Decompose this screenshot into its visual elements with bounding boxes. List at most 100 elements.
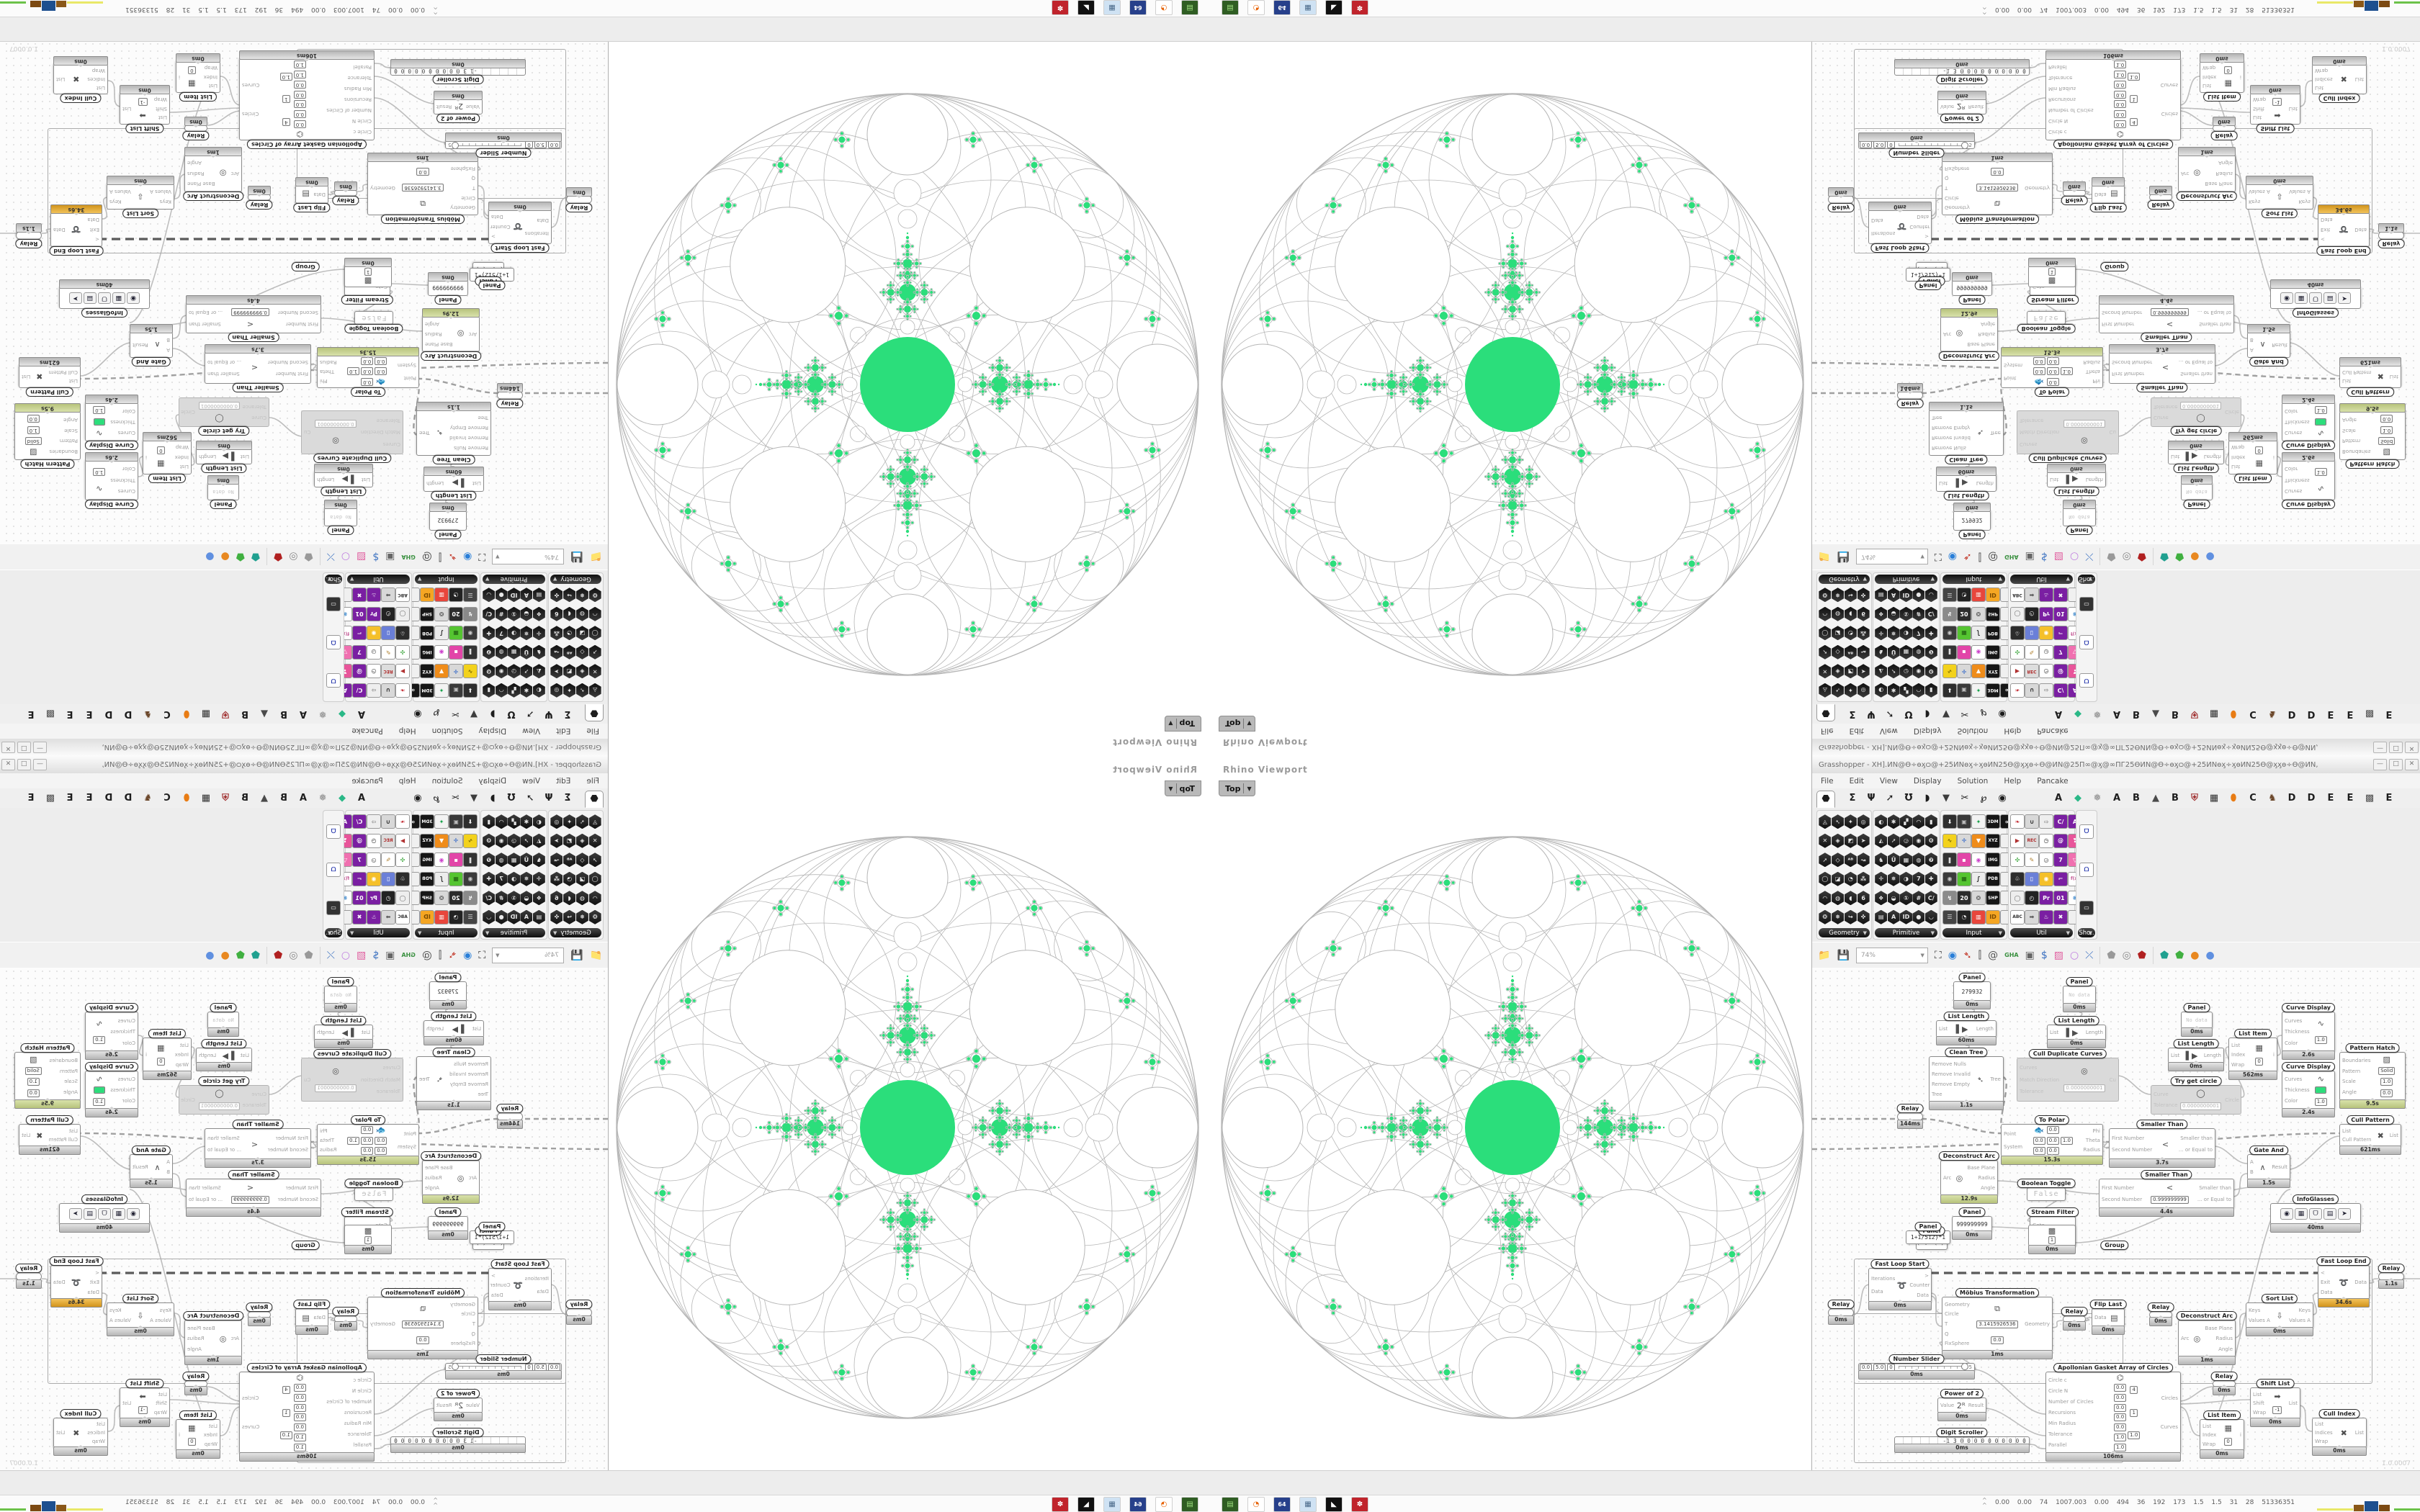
palette-icon[interactable]: @: [352, 662, 367, 681]
value-chip[interactable]: 0.0: [2046, 1136, 2059, 1145]
node-label[interactable]: InfoGlasses: [81, 308, 128, 318]
palette-icon[interactable]: ◉: [463, 624, 478, 643]
close-button[interactable]: ✕: [1, 742, 15, 753]
node-label[interactable]: Möbius Transformation: [1955, 1288, 2039, 1297]
hex-component-icon[interactable]: ❂: [589, 910, 601, 924]
gh-node-relay[interactable]: Relay 0ms: [2061, 1307, 2088, 1331]
tool-gem-green[interactable]: ⬟: [2175, 551, 2184, 562]
gh-node-deconstruct-arc[interactable]: Deconstruct Arc Arc ◎ Base Plane Radius Angle…: [2176, 1311, 2238, 1365]
palette-icon[interactable]: ◑: [1899, 870, 1912, 889]
close-button[interactable]: ✕: [2405, 759, 2419, 770]
sq-component-icon[interactable]: ⌐: [352, 871, 367, 886]
gh-node-list-item[interactable]: List Item List Index Wrap ▦ 0 i 0ms: [176, 1410, 220, 1459]
palette-icon[interactable]: ▦: [449, 624, 463, 643]
tab-plugin-4[interactable]: B: [2133, 793, 2140, 804]
palette-icon[interactable]: XYZ: [1986, 662, 2000, 681]
node-label[interactable]: InfoGlasses: [81, 1194, 128, 1204]
gh-node-cull-index[interactable]: Cull Index List Indices Wrap ✖ List 0ms: [2312, 1409, 2367, 1456]
palette-icon[interactable]: ▣: [1957, 681, 1971, 701]
palette-icon[interactable]: ❅: [576, 585, 589, 605]
palette-icon[interactable]: ∿: [1942, 832, 1957, 851]
tool-wires[interactable]: ⤫: [2085, 551, 2094, 562]
hex-component-icon[interactable]: ◬: [589, 683, 601, 698]
tool-portal[interactable]: ⫿: [1978, 551, 1982, 562]
chevron-down-icon[interactable]: ▼: [2088, 930, 2092, 936]
gh-node-relay[interactable]: Relay 1.1s: [15, 223, 42, 248]
palette-icon[interactable]: 7: [2053, 643, 2068, 662]
tab-icon-0[interactable]: Σ: [564, 793, 571, 804]
palette-icon[interactable]: ▯: [2025, 870, 2039, 889]
node-label[interactable]: Relay: [1896, 1104, 1924, 1113]
node-body[interactable]: False: [2027, 311, 2066, 325]
node-body[interactable]: Remove Nulls Remove Invalid Remove Empty Tr…: [416, 410, 491, 456]
palette-icon[interactable]: ➚: [588, 643, 601, 662]
palette-icon[interactable]: ∪: [381, 681, 395, 701]
sq-component-icon[interactable]: PDB: [420, 626, 434, 641]
palette-icon[interactable]: ◶: [508, 832, 520, 851]
sq-component-icon[interactable]: C/: [2053, 814, 2068, 829]
sq-component-icon[interactable]: ↯: [463, 891, 478, 906]
value-chip[interactable]: 0.0: [27, 414, 40, 423]
hex-component-icon[interactable]: ✛: [1875, 626, 1887, 640]
sq-component-icon[interactable]: ◶: [367, 852, 381, 868]
tool-sketch[interactable]: ➴: [1963, 950, 1972, 961]
firefox-icon[interactable]: ◔: [1247, 1497, 1265, 1512]
node-label[interactable]: Panel: [478, 281, 506, 290]
sq-component-icon[interactable]: ✖: [352, 909, 367, 924]
palette-icon[interactable]: ✖: [352, 908, 367, 927]
sq-component-icon[interactable]: ✛: [449, 664, 463, 679]
hex-component-icon[interactable]: C/: [483, 607, 495, 621]
hex-component-icon[interactable]: ◉: [496, 834, 508, 848]
sq-component-icon[interactable]: ❂: [1971, 606, 1986, 621]
palette-icon[interactable]: ◉: [434, 643, 449, 662]
palette-icon[interactable]: ◎: [550, 812, 563, 832]
gh-node-infoglasses[interactable]: InfoGlasses ◉ ▦ ᗜ ▤ ➤ 40ms: [2270, 279, 2361, 318]
palette-icon[interactable]: ⬇: [463, 681, 478, 701]
node-label[interactable]: Fast Loop Start: [490, 243, 550, 253]
gh-node-cull-pattern[interactable]: Cull Pattern List Cull Pattern ✖ List 621ms: [19, 357, 81, 397]
palette-icon[interactable]: SHP: [1986, 605, 2000, 624]
tab-params[interactable]: ⬣: [1816, 704, 1835, 721]
node-body[interactable]: Curves Thickness Color ∿ 1.0: [2282, 460, 2335, 500]
tab-plugin-17[interactable]: E: [2385, 793, 2393, 804]
gh-node-digit-scroller[interactable]: Digit Scroller -1 3 0 0 0 0 0 0 0 0 0 0 0m…: [390, 1428, 526, 1453]
tool-sketch[interactable]: ➴: [448, 551, 457, 562]
gh-node-list-length[interactable]: List Length List ▌▶ Length 0ms: [2047, 464, 2106, 496]
hex-component-icon[interactable]: ◡: [1924, 909, 1937, 924]
node-label[interactable]: List Item: [2203, 92, 2241, 102]
palette-icon[interactable]: ➚: [520, 662, 532, 681]
hex-component-icon[interactable]: ID: [1899, 909, 1912, 924]
tab-plugin-8[interactable]: ▦: [201, 793, 211, 804]
palette-icon[interactable]: ◑: [508, 624, 520, 643]
node-body[interactable]: First Number Second Number <0.999999999 Sma…: [2099, 303, 2234, 333]
node-body[interactable]: ▩ 1: [344, 266, 392, 287]
value-chip[interactable]: 0.999999999: [231, 1196, 269, 1205]
sq-component-icon[interactable]: ☰: [1942, 588, 1957, 603]
value-chip[interactable]: Solid: [2378, 1066, 2396, 1075]
value-chip[interactable]: 4: [2130, 1386, 2138, 1395]
palette-icon[interactable]: PDB: [1986, 870, 2000, 889]
palette-icon[interactable]: ◖: [563, 605, 576, 624]
hex-component-icon[interactable]: ▞: [1900, 683, 1912, 698]
value-chip[interactable]: 1.0: [293, 70, 306, 78]
info-glyph[interactable]: ▤: [2323, 292, 2336, 304]
gh-node-deconstruct-arc[interactable]: Deconstruct Arc Arc ◎ Base Plane Radius Angle…: [1938, 1151, 2000, 1204]
tab-plugin-4[interactable]: B: [280, 708, 287, 719]
palette-icon[interactable]: ◶: [1900, 662, 1912, 681]
gh-node-list-length[interactable]: List Length List ▌▶ Length 60ms: [1936, 467, 1996, 500]
calculator-icon[interactable]: ▦: [1299, 0, 1317, 15]
palette-icon[interactable]: ◭: [1875, 662, 1887, 681]
hex-component-icon[interactable]: #: [496, 607, 508, 621]
gh-node-try-get-circle[interactable]: Try get circle Curve Tolerance ◯ 0.000000000…: [2151, 397, 2241, 436]
hex-component-icon[interactable]: ◠: [589, 607, 601, 621]
sq-component-icon[interactable]: ✎: [381, 852, 395, 868]
node-label[interactable]: Stream Filter: [2027, 295, 2079, 305]
sq-component-icon[interactable]: ♧: [2010, 626, 2025, 641]
gh-node-curve-display[interactable]: Curve Display Curves Thickness Color ∿ 1.0 2.4…: [2282, 1062, 2335, 1117]
sq-component-icon[interactable]: C/: [2053, 683, 2068, 698]
sq-component-icon[interactable]: ↯: [463, 606, 478, 621]
sq-component-icon[interactable]: ▥: [1971, 588, 1986, 603]
node-label[interactable]: Power of 2: [1940, 114, 1984, 123]
gh-node-digit-scroller[interactable]: Digit Scroller -1 3 0 0 0 0 0 0 0 0 0 0 0m…: [390, 59, 526, 84]
hex-component-icon[interactable]: ◎: [550, 814, 563, 829]
